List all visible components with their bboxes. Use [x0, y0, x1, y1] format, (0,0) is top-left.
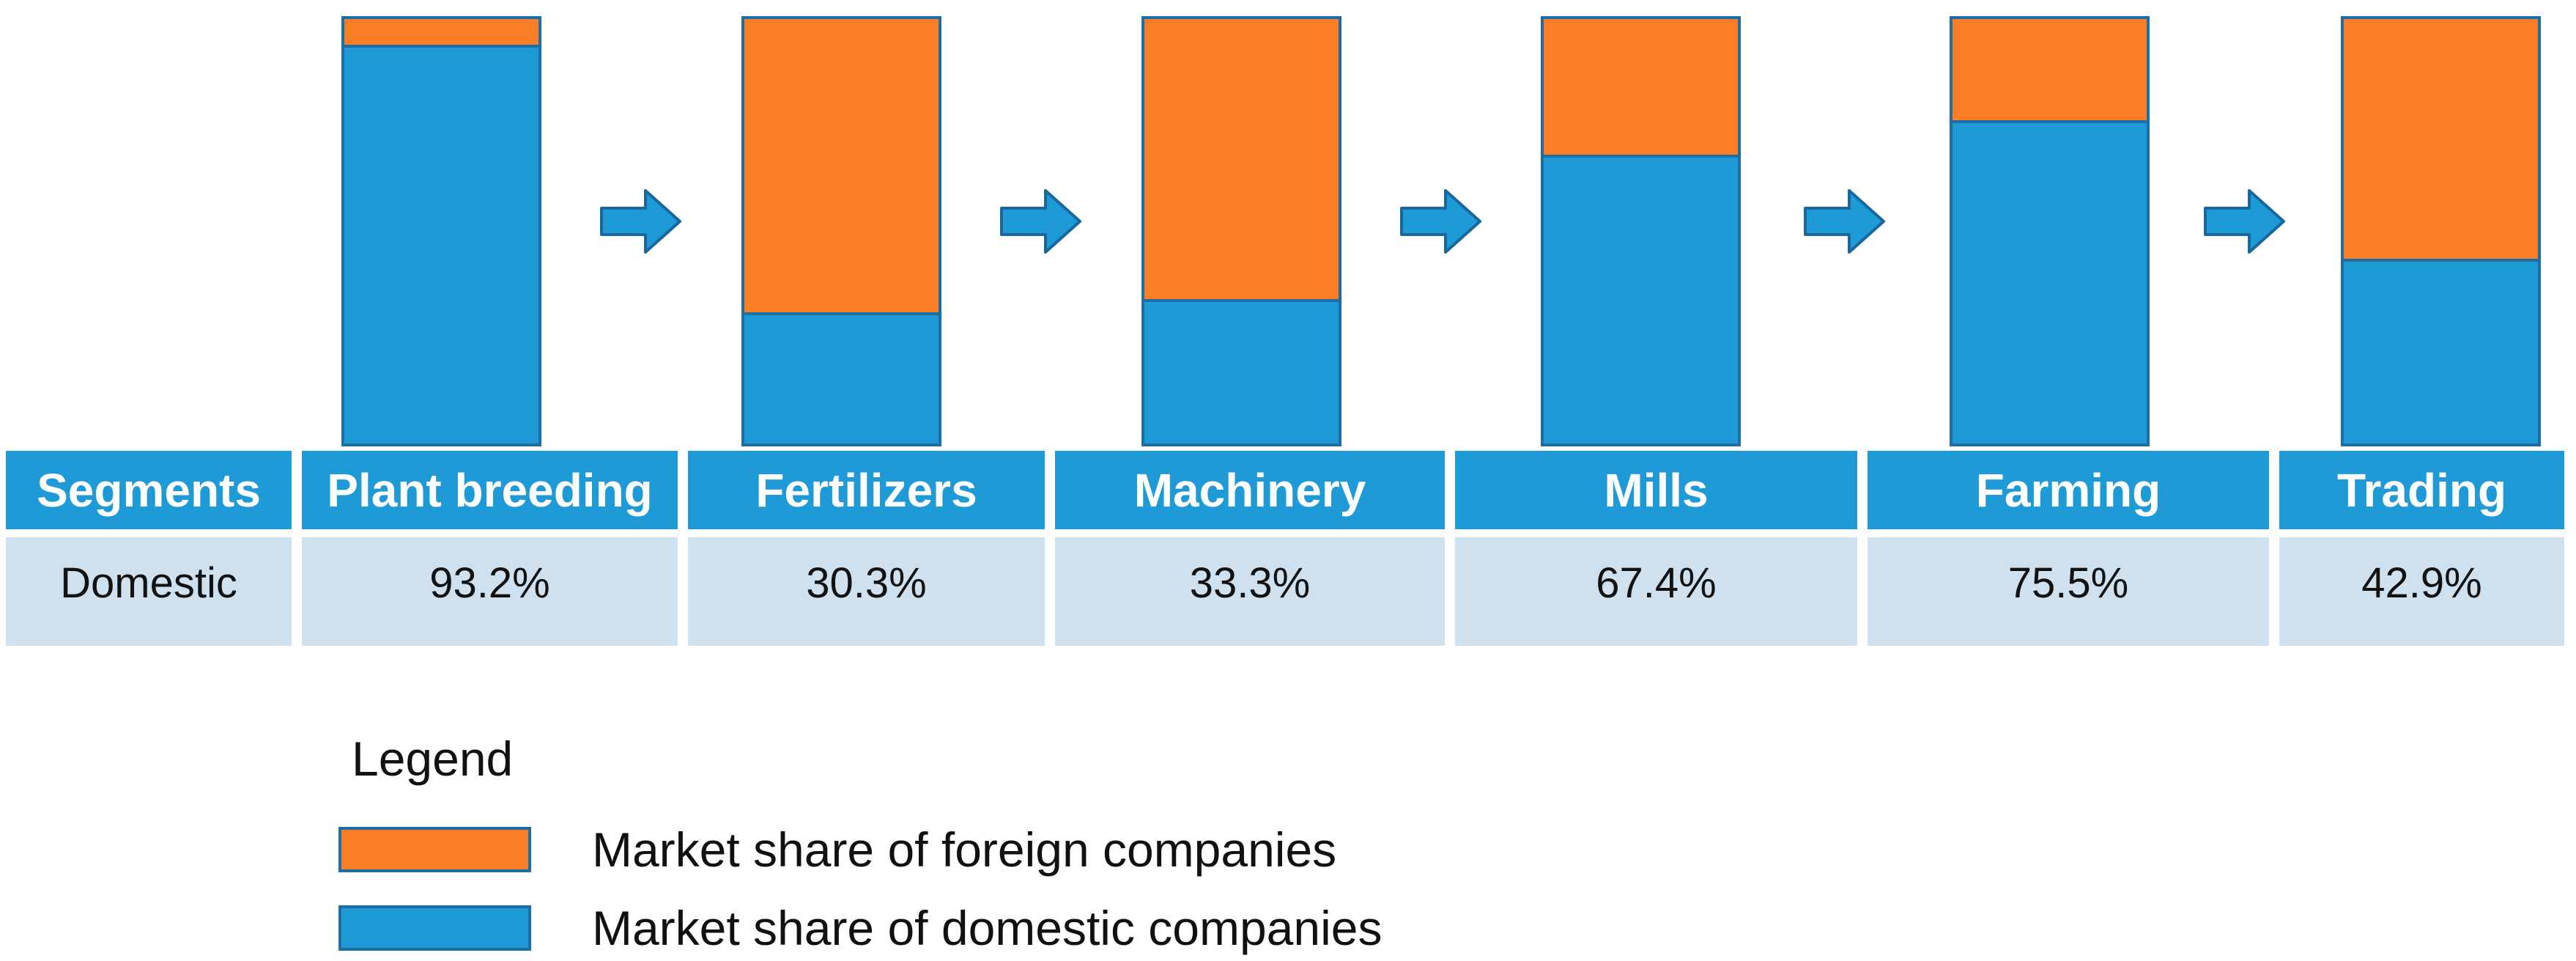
table-data-cell: 67.4%: [1455, 537, 1857, 646]
bar-segment-domestic: [1953, 122, 2147, 443]
legend-item: Market share of foreign companies: [338, 822, 1337, 877]
bar-segment-domestic: [2344, 261, 2538, 443]
table-row-label: Domestic: [6, 537, 292, 646]
flow-arrow-right-icon: [1804, 189, 1886, 254]
stacked-bar-machinery: [1141, 16, 1341, 446]
stacked-bar-farming: [1950, 16, 2150, 446]
legend-title: Legend: [352, 732, 514, 786]
bar-segment-foreign: [744, 19, 939, 315]
table-data-cell: 42.9%: [2279, 537, 2564, 646]
stacked-bar-plant-breeding: [341, 16, 541, 446]
table-header-cell: Mills: [1455, 451, 1857, 529]
table-header-cell: Farming: [1868, 451, 2269, 529]
legend-item: Market share of domestic companies: [338, 901, 1383, 955]
stacked-bar-fertilizers: [741, 16, 941, 446]
table-header-cell: Machinery: [1055, 451, 1445, 529]
stacked-bars-row: [0, 0, 2576, 454]
table-corner-header: Segments: [6, 451, 292, 529]
bar-segment-domestic: [744, 314, 939, 443]
stacked-bar-trading: [2341, 16, 2541, 446]
legend: Legend Market share of foreign companies…: [338, 732, 1382, 952]
flow-arrow-right-icon: [2204, 189, 2286, 254]
flow-arrow-right-icon: [600, 189, 682, 254]
bar-segment-foreign: [1953, 19, 2147, 123]
legend-item-label: Market share of domestic companies: [592, 901, 1383, 955]
legend-swatch-foreign: [338, 827, 531, 872]
bar-segment-domestic: [1544, 157, 1738, 443]
table-header-cell: Trading: [2279, 451, 2564, 529]
legend-item-label: Market share of foreign companies: [592, 822, 1337, 877]
table-data-cell: 93.2%: [302, 537, 678, 646]
bar-segment-foreign: [1144, 19, 1339, 303]
stacked-bar-mills: [1541, 16, 1741, 446]
flow-arrow-right-icon: [1400, 189, 1482, 254]
bar-segment-foreign: [2344, 19, 2538, 262]
table-data-cell: 75.5%: [1868, 537, 2269, 646]
segments-table: Segments Plant breeding Fertilizers Machine…: [6, 451, 2564, 646]
table-header-cell: Plant breeding: [302, 451, 678, 529]
legend-swatch-domestic: [338, 905, 531, 951]
bar-segment-domestic: [344, 48, 538, 443]
bar-segment-domestic: [1144, 302, 1339, 443]
flow-arrow-right-icon: [1000, 189, 1082, 254]
bar-segment-foreign: [1544, 19, 1738, 158]
table-data-cell: 33.3%: [1055, 537, 1445, 646]
table-header-cell: Fertilizers: [688, 451, 1045, 529]
bar-segment-foreign: [344, 19, 538, 48]
table-data-cell: 30.3%: [688, 537, 1045, 646]
